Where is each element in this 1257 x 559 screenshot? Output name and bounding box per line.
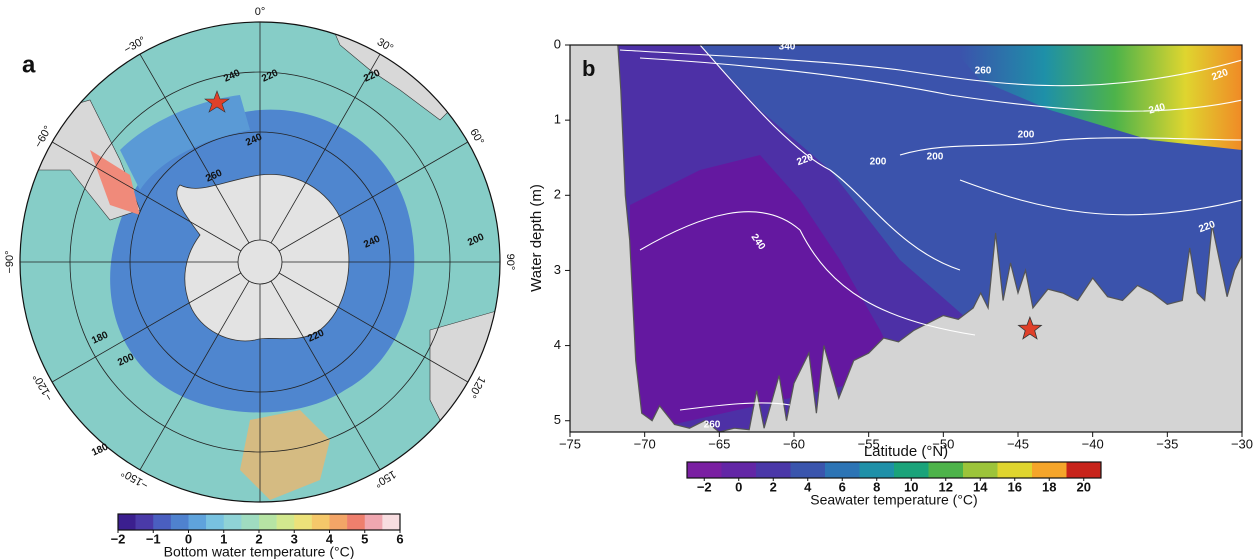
colorbar-bin bbox=[687, 462, 722, 478]
longitude-label: −90° bbox=[4, 250, 16, 273]
contour-label: 200 bbox=[870, 157, 887, 168]
colorbar-tick-label: 2 bbox=[770, 479, 777, 494]
contour-label: 200 bbox=[927, 152, 944, 163]
colorbar-bin bbox=[206, 514, 224, 530]
y-tick-label: 0 bbox=[554, 36, 561, 51]
colorbar-bin bbox=[756, 462, 791, 478]
x-tick-label: −60 bbox=[783, 436, 805, 451]
panel-label: a bbox=[22, 51, 36, 78]
colorbar-bin bbox=[929, 462, 964, 478]
colorbar-bin bbox=[894, 462, 929, 478]
colorbar-bin bbox=[347, 514, 365, 530]
colorbar-tick-label: 20 bbox=[1077, 479, 1091, 494]
colorbar-bin bbox=[136, 514, 154, 530]
colorbar-bin bbox=[224, 514, 242, 530]
colorbar-bin bbox=[791, 462, 826, 478]
y-tick-label: 1 bbox=[554, 112, 561, 127]
colorbar-label: Bottom water temperature (°C) bbox=[164, 544, 355, 559]
x-tick-label: −70 bbox=[634, 436, 656, 451]
colorbar-tick-label: 6 bbox=[396, 531, 403, 546]
colorbar-tick-label: 16 bbox=[1008, 479, 1022, 494]
colorbar-tick-label: 0 bbox=[735, 479, 742, 494]
y-tick-label: 3 bbox=[554, 262, 561, 277]
colorbar-bin bbox=[259, 514, 277, 530]
colorbar-label: Seawater temperature (°C) bbox=[810, 492, 977, 508]
y-tick-label: 4 bbox=[554, 337, 561, 352]
colorbar-bin bbox=[860, 462, 895, 478]
contour-label: 260 bbox=[975, 66, 992, 77]
panel-label: b bbox=[582, 56, 595, 81]
x-tick-label: −45 bbox=[1007, 436, 1029, 451]
colorbar-tick-label: −2 bbox=[697, 479, 712, 494]
colorbar-bin bbox=[189, 514, 207, 530]
colorbar-bin bbox=[153, 514, 171, 530]
contour-label: 340 bbox=[779, 42, 796, 53]
colorbar-bin bbox=[963, 462, 998, 478]
antarctica bbox=[177, 174, 349, 341]
polar-map bbox=[20, 22, 500, 502]
x-tick-label: −75 bbox=[559, 436, 581, 451]
x-tick-label: −65 bbox=[708, 436, 730, 451]
longitude-label: 0° bbox=[255, 6, 266, 18]
x-tick-label: −30 bbox=[1231, 436, 1253, 451]
y-tick-label: 5 bbox=[554, 412, 561, 427]
contour-label: 200 bbox=[1018, 130, 1035, 141]
colorbar-bin bbox=[277, 514, 295, 530]
colorbar-bin bbox=[241, 514, 259, 530]
colorbar-bin bbox=[118, 514, 136, 530]
colorbar-bin bbox=[294, 514, 312, 530]
colorbar-bin bbox=[1067, 462, 1102, 478]
colorbar-bin bbox=[722, 462, 757, 478]
longitude-label: 90° bbox=[504, 254, 516, 271]
colorbar-tick-label: −2 bbox=[111, 531, 126, 546]
colorbar-bin bbox=[365, 514, 383, 530]
x-tick-label: −50 bbox=[932, 436, 954, 451]
contour-label: 260 bbox=[704, 420, 721, 431]
longitude-label: 60° bbox=[467, 127, 486, 147]
colorbar-tick-label: −1 bbox=[146, 531, 161, 546]
colorbar-bin bbox=[312, 514, 330, 530]
colorbar-tick-label: 5 bbox=[361, 531, 368, 546]
colorbar-bin bbox=[330, 514, 348, 530]
figure: a b Latitude (°N) Water depth (m) 0°30°6… bbox=[0, 0, 1257, 559]
colorbar-bin bbox=[1032, 462, 1067, 478]
colorbar-bin bbox=[825, 462, 860, 478]
x-tick-label: −40 bbox=[1082, 436, 1104, 451]
colorbar-tick-label: 18 bbox=[1042, 479, 1056, 494]
colorbar-bin bbox=[171, 514, 189, 530]
y-tick-label: 2 bbox=[554, 187, 561, 202]
longitude-label: 30° bbox=[375, 36, 395, 55]
y-axis-label: Water depth (m) bbox=[528, 184, 545, 292]
colorbar-bin bbox=[382, 514, 400, 530]
x-tick-label: −55 bbox=[858, 436, 880, 451]
colorbar-bin bbox=[998, 462, 1033, 478]
x-tick-label: −35 bbox=[1156, 436, 1178, 451]
